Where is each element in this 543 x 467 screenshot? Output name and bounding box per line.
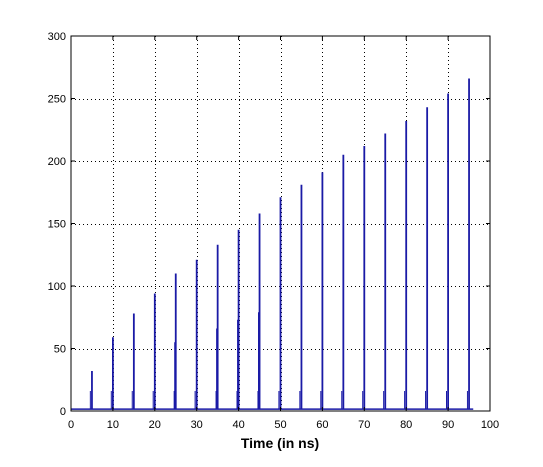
y-tick-label: 200 [48, 156, 66, 168]
x-tick-label: 30 [191, 419, 203, 431]
y-tick-label: 0 [60, 406, 66, 418]
x-tick-label: 0 [68, 419, 74, 431]
y-tick-label: 100 [48, 281, 66, 293]
y-tick-label: 250 [48, 94, 66, 106]
x-tick-label: 50 [274, 419, 286, 431]
y-tick-label: 50 [54, 344, 66, 356]
x-tick-label: 90 [442, 419, 454, 431]
y-tick-label: 150 [48, 219, 66, 231]
x-tick-label: 60 [316, 419, 328, 431]
x-tick-label: 80 [400, 419, 412, 431]
x-tick-label: 10 [107, 419, 119, 431]
y-tick-label: 300 [48, 31, 66, 43]
axis-ticks: 0 10 20 30 40 50 60 70 80 90 100 0 50 100 150 200 250 300 [48, 31, 500, 431]
x-tick-label: 100 [481, 419, 499, 431]
x-axis-label: Time (in ns) [241, 435, 319, 451]
x-tick-label: 40 [232, 419, 244, 431]
x-tick-label: 70 [358, 419, 370, 431]
x-tick-label: 20 [149, 419, 161, 431]
data-series [71, 78, 474, 410]
